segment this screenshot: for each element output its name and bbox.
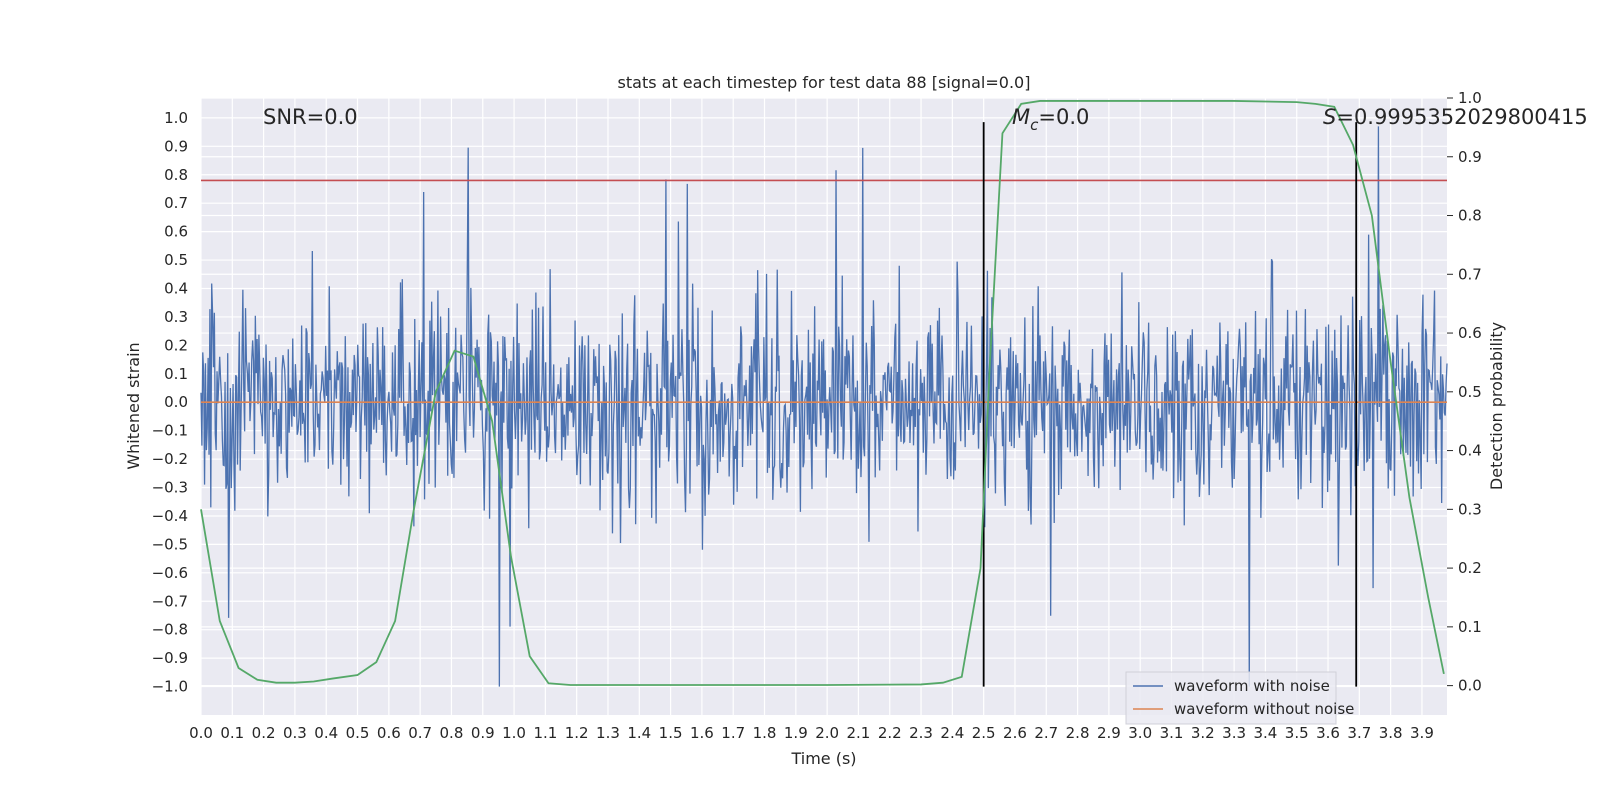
legend-box	[1125, 671, 1337, 725]
y2-tick-label: 0.4	[1458, 442, 1482, 460]
y-tick-label: 0.3	[164, 308, 188, 326]
annotation-snr: SNR=0.0	[263, 105, 358, 129]
detection-probability-line	[200, 100, 1445, 686]
lines-layer	[200, 100, 1447, 687]
y-tick-label: −0.2	[152, 450, 188, 468]
x-tick-label: 3.5	[1285, 724, 1309, 742]
y2-tick-label: 1.0	[1458, 89, 1482, 107]
x-tick-label: 2.8	[1066, 724, 1090, 742]
x-tick-label: 3.4	[1253, 724, 1277, 742]
y2-tick-label: 0.7	[1458, 265, 1482, 283]
x-tick-label: 3.0	[1128, 724, 1152, 742]
y-tick-label: 0.2	[164, 336, 188, 354]
x-tick-label: 2.7	[1034, 724, 1058, 742]
y2-axis-label: Detection probability	[1487, 322, 1506, 490]
x-tick-label: 2.2	[878, 724, 902, 742]
x-tick-label: 1.5	[659, 724, 683, 742]
y2-tick-label: 0.1	[1458, 618, 1482, 636]
x-tick-label: 1.8	[753, 724, 777, 742]
y-tick-label: −0.5	[152, 535, 188, 553]
x-tick-label: 2.9	[1097, 724, 1121, 742]
y-tick-label: 0.8	[164, 166, 188, 184]
y-axis-label: Whitened strain	[124, 342, 143, 469]
y-tick-label: −0.6	[152, 564, 188, 582]
x-tick-label: 1.9	[784, 724, 808, 742]
y-tick-label: 0.0	[164, 393, 188, 411]
waveform-with-noise-layer	[200, 126, 1448, 687]
x-tick-label: 2.5	[972, 724, 996, 742]
x-tick-label: 0.1	[220, 724, 244, 742]
y2-tick-label: 0.3	[1458, 500, 1482, 518]
y2-tick-label: 0.0	[1458, 677, 1482, 695]
x-axis-label: Time (s)	[790, 749, 856, 768]
legend-label-noise: waveform with noise	[1174, 677, 1330, 695]
x-tick-label: 0.6	[377, 724, 401, 742]
y-tick-label: −0.7	[152, 592, 188, 610]
y-tick-label: 0.4	[164, 280, 188, 298]
y-tick-label: −0.3	[152, 479, 188, 497]
x-tick-label: 1.4	[627, 724, 651, 742]
x-tick-label: 1.6	[690, 724, 714, 742]
y2-tick-label: 0.5	[1458, 383, 1482, 401]
y-tick-label: −0.1	[152, 422, 188, 440]
x-tick-label: 0.2	[252, 724, 276, 742]
x-tick-label: 2.4	[940, 724, 964, 742]
y-tick-label: 0.9	[164, 137, 188, 155]
x-tick-label: 1.2	[565, 724, 589, 742]
x-tick-label: 2.3	[909, 724, 933, 742]
x-tick-label: 0.4	[314, 724, 338, 742]
x-tick-label: 1.7	[721, 724, 745, 742]
grid	[200, 97, 1447, 715]
legend-label-clean: waveform without noise	[1174, 700, 1354, 718]
x-tick-label: 1.0	[502, 724, 526, 742]
x-tick-label: 2.0	[815, 724, 839, 742]
y-tick-label: −1.0	[152, 678, 188, 696]
y-tick-label: −0.8	[152, 621, 188, 639]
legend: waveform with noise waveform without noi…	[1125, 671, 1354, 725]
x-tick-label: 3.3	[1222, 724, 1246, 742]
x-tick-label: 3.7	[1347, 724, 1371, 742]
y-tick-label: 0.7	[164, 194, 188, 212]
waveform-with-noise-line	[200, 126, 1448, 687]
x-tick-label: 0.3	[283, 724, 307, 742]
x-tick-label: 2.1	[847, 724, 871, 742]
y-tick-label: 0.6	[164, 223, 188, 241]
x-tick-label: 1.1	[533, 724, 557, 742]
y2-tick-label: 0.2	[1458, 559, 1482, 577]
y-tick-label: −0.4	[152, 507, 188, 525]
x-tick-label: 0.7	[408, 724, 432, 742]
x-tick-label: 3.1	[1160, 724, 1184, 742]
x-tick-label: 0.0	[189, 724, 213, 742]
annotation-mc: Mc=0.0	[1012, 105, 1089, 134]
y-tick-label: 0.5	[164, 251, 188, 269]
y-tick-label: −0.9	[152, 649, 188, 667]
x-tick-label: 3.2	[1191, 724, 1215, 742]
y2-tick-label: 0.6	[1458, 324, 1482, 342]
y-tick-label: 1.0	[164, 109, 188, 127]
x-tick-label: 0.9	[471, 724, 495, 742]
x-tick-label: 0.5	[346, 724, 370, 742]
y2-tick-label: 0.9	[1458, 148, 1482, 166]
annotation-s: S=0.9995352029800415	[1323, 105, 1588, 129]
y-tick-label: 0.1	[164, 365, 188, 383]
x-tick-label: 3.8	[1379, 724, 1403, 742]
x-tick-label: 0.8	[440, 724, 464, 742]
ticks-layer: 0.0 0.1 0.2 0.3 0.4 0.5 0.6 0.7 0.8 0.9 1.0 1.1 1.2 1…	[152, 89, 1482, 742]
x-tick-label: 3.6	[1316, 724, 1340, 742]
chart-title: stats at each timestep for test data 88 …	[618, 73, 1031, 92]
x-tick-label: 3.9	[1410, 724, 1434, 742]
x-tick-label: 1.3	[596, 724, 620, 742]
y2-tick-label: 0.8	[1458, 207, 1482, 225]
x-tick-label: 2.6	[1003, 724, 1027, 742]
